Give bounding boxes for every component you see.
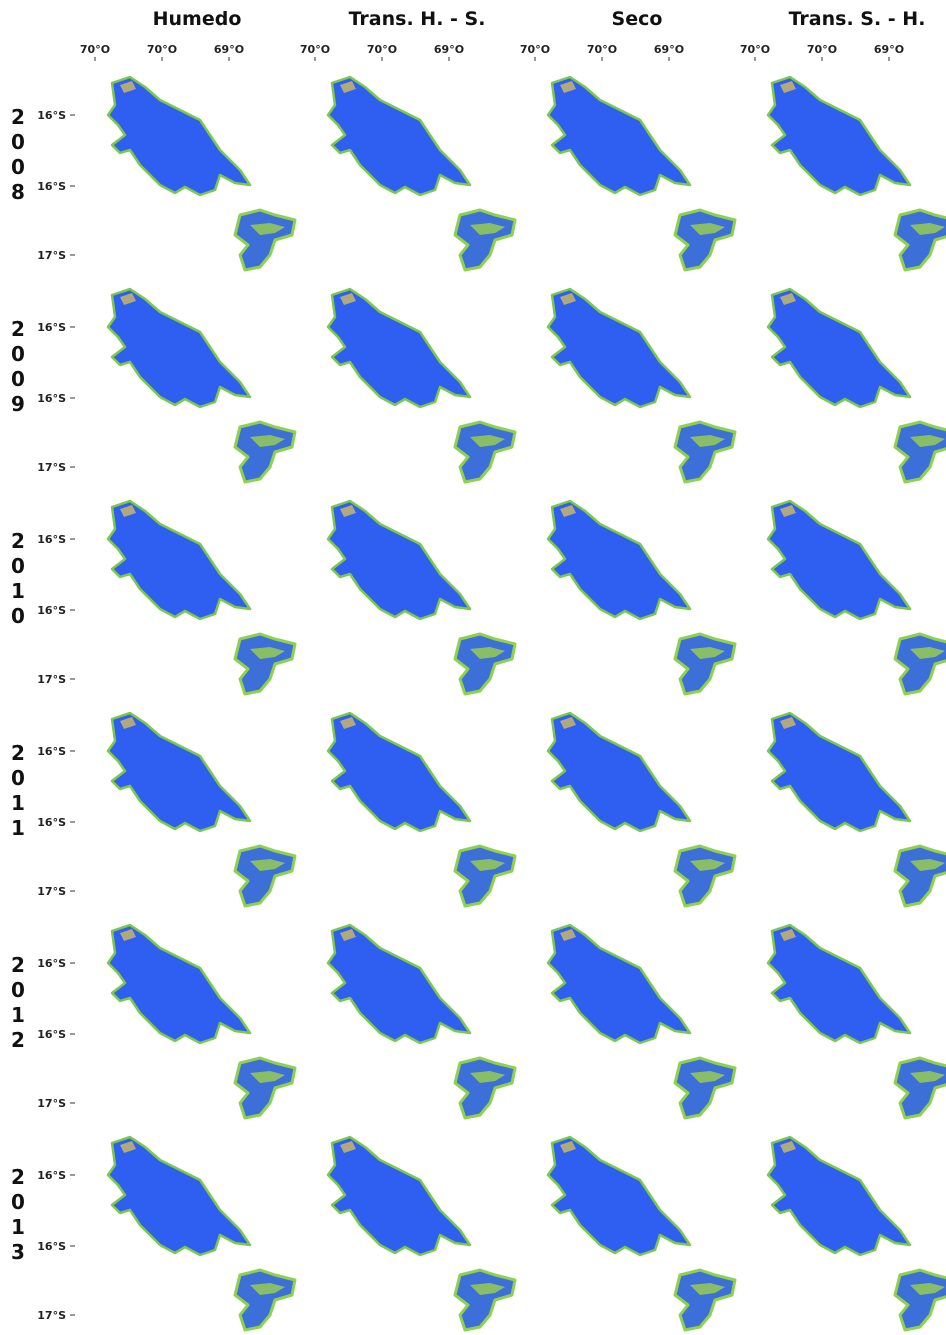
lat-label: 17°S (37, 249, 66, 262)
lat-label: 16°S (37, 1240, 66, 1253)
lat-label: 17°S (37, 461, 66, 474)
lake-map (768, 1137, 946, 1330)
lat-label: 17°S (37, 673, 66, 686)
lat-label: 16°S (37, 957, 66, 970)
lat-label: 17°S (37, 1309, 66, 1322)
lake-map (108, 77, 295, 270)
year-label: 2013 (6, 1165, 30, 1265)
lon-label: 70°O (300, 43, 330, 56)
lon-label: 70°O (807, 43, 837, 56)
lake-map (548, 77, 735, 270)
lat-label: 17°S (37, 1097, 66, 1110)
lake-map (768, 77, 946, 270)
lake-map (108, 501, 295, 694)
lat-label: 16°S (37, 321, 66, 334)
year-label: 2008 (6, 105, 30, 205)
year-label: 2009 (6, 317, 30, 417)
lake-map (768, 713, 946, 906)
map-grid: Humedo 70°O 70°O 69°O Trans. H. - S. 70°O 70°O… (0, 0, 946, 1335)
lake-map (108, 925, 295, 1118)
lake-map (328, 925, 515, 1118)
year-label: 2012 (6, 953, 30, 1053)
lake-map (108, 1137, 295, 1330)
lon-label: 69°O (874, 43, 904, 56)
lake-map (328, 1137, 515, 1330)
lake-map (108, 289, 295, 482)
lake-map (108, 713, 295, 906)
lat-label: 16°S (37, 745, 66, 758)
lon-label: 69°O (214, 43, 244, 56)
lat-label: 16°S (37, 180, 66, 193)
lon-label: 69°O (434, 43, 464, 56)
lat-label: 16°S (37, 392, 66, 405)
lake-map (768, 289, 946, 482)
lat-label: 16°S (37, 1169, 66, 1182)
year-label: 2011 (6, 741, 30, 841)
lake-map (328, 501, 515, 694)
lake-map (328, 289, 515, 482)
lat-label: 16°S (37, 1028, 66, 1041)
lon-label: 70°O (80, 43, 110, 56)
year-label: 2010 (6, 529, 30, 629)
lat-label: 16°S (37, 816, 66, 829)
lake-map (548, 1137, 735, 1330)
lake-map (328, 713, 515, 906)
lat-label: 16°S (37, 533, 66, 546)
lake-map (768, 925, 946, 1118)
lake-map (548, 925, 735, 1118)
column-title: Trans. H. - S. (349, 8, 486, 30)
lon-label: 70°O (147, 43, 177, 56)
lon-label: 70°O (587, 43, 617, 56)
lat-label: 16°S (37, 604, 66, 617)
lake-map (768, 501, 946, 694)
lon-label: 69°O (654, 43, 684, 56)
column-title: Trans. S. - H. (789, 8, 926, 30)
lon-label: 70°O (520, 43, 550, 56)
column-title: Seco (612, 8, 663, 30)
lake-map (548, 501, 735, 694)
lat-label: 16°S (37, 109, 66, 122)
lon-label: 70°O (740, 43, 770, 56)
column-title: Humedo (153, 8, 242, 30)
lat-label: 17°S (37, 885, 66, 898)
lake-map (548, 289, 735, 482)
lon-label: 70°O (367, 43, 397, 56)
lake-map (548, 713, 735, 906)
lake-map (328, 77, 515, 270)
